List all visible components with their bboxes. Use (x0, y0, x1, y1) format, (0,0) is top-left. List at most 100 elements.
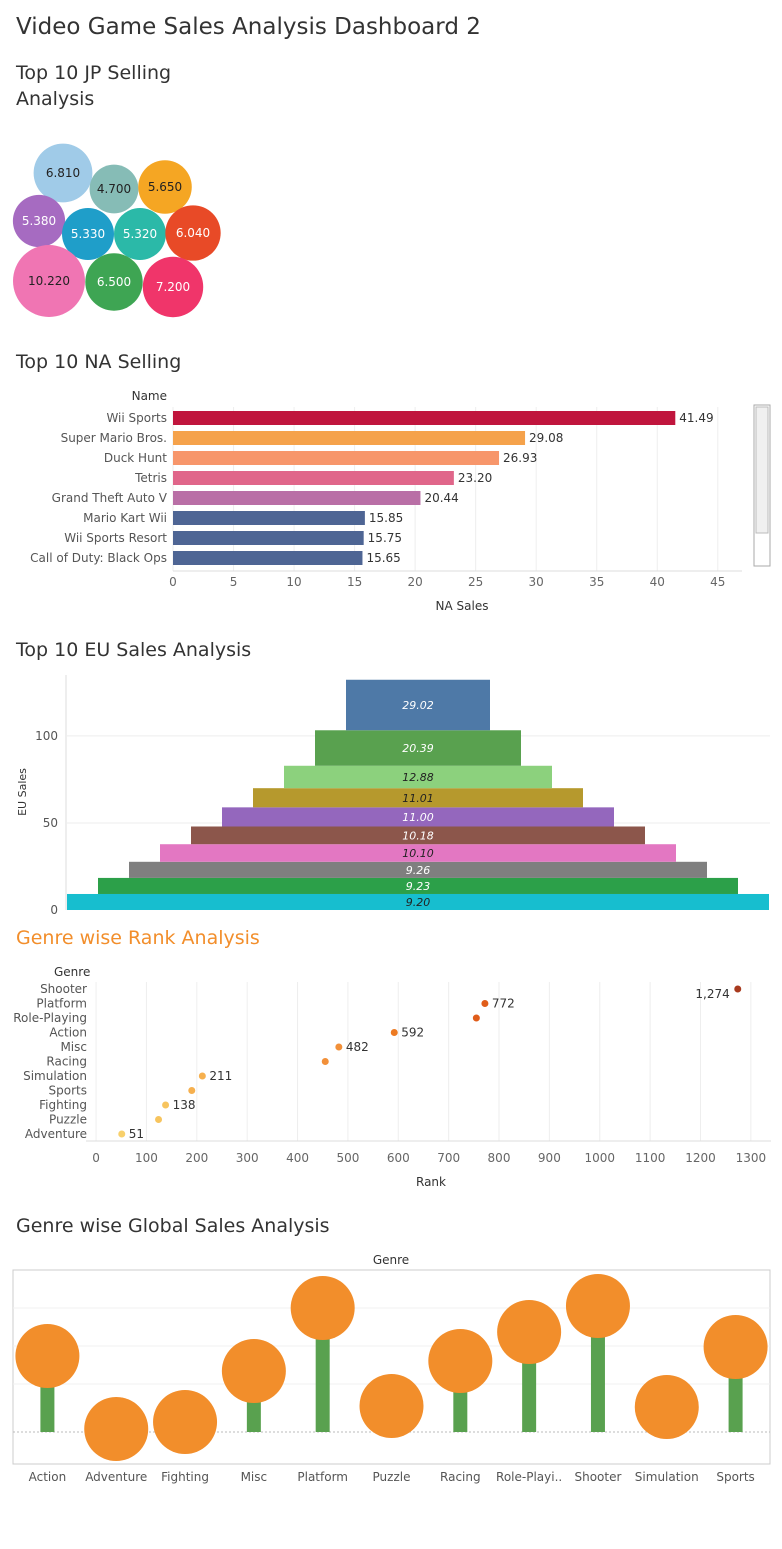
rank-value-label: 211 (209, 1069, 232, 1083)
jp-bubble-label: 6.810 (46, 166, 80, 180)
eu-value-label: 29.02 (402, 699, 434, 712)
rank-x-tick-label: 1200 (685, 1151, 716, 1165)
rank-x-tick-label: 1300 (736, 1151, 767, 1165)
rank-value-label: 772 (492, 997, 515, 1011)
rank-point (734, 985, 742, 993)
global-bubble (428, 1329, 493, 1393)
global-bubble (15, 1324, 80, 1388)
na-bar (173, 411, 676, 425)
rank-x-tick-label: 500 (336, 1151, 359, 1165)
rank-point (162, 1101, 170, 1109)
na-value-label: 23.20 (458, 471, 492, 485)
na-value-label: 20.44 (424, 491, 458, 505)
na-category-label: Super Mario Bros. (61, 431, 167, 445)
global-bubble (703, 1315, 768, 1379)
jp-bubble (13, 245, 85, 317)
jp-bubble-label: 4.700 (97, 182, 131, 196)
eu-value-label: 10.18 (402, 829, 434, 842)
rank-x-tick-label: 0 (92, 1151, 100, 1165)
eu-segment (253, 788, 583, 808)
na-scrollbar-thumb[interactable] (755, 406, 769, 534)
na-x-tick-label: 20 (407, 575, 422, 589)
global-category-label: Misc (241, 1470, 268, 1484)
na-x-tick-label: 25 (468, 575, 483, 589)
rank-category-label: Puzzle (49, 1113, 87, 1127)
na-x-tick-label: 45 (710, 575, 725, 589)
eu-funnel-chart: 0 50 100 EU Sales 9.20 9.23 9.26 10.10 10.18 11.0… (16, 675, 770, 915)
na-bar (173, 431, 526, 445)
jp-bubble-label: 6.040 (176, 226, 210, 240)
na-x-tick-label: 15 (347, 575, 362, 589)
global-bubble (359, 1374, 424, 1438)
global-category-label: Puzzle (373, 1470, 411, 1484)
rank-x-tick-label: 900 (538, 1151, 561, 1165)
global-category-label: Adventure (85, 1470, 147, 1484)
na-x-tick-label: 5 (230, 575, 238, 589)
rank-x-tick-label: 400 (286, 1151, 309, 1165)
global-category-label: Shooter (574, 1470, 621, 1484)
na-bar (173, 471, 454, 485)
global-bubble (565, 1274, 630, 1338)
global-bubble (221, 1339, 286, 1403)
jp-bubble-label: 5.320 (123, 227, 157, 241)
na-bar (173, 531, 364, 545)
eu-value-label: 9.26 (406, 864, 431, 877)
jp-bubble (142, 256, 204, 318)
na-value-label: 41.49 (679, 411, 713, 425)
na-category-label: Duck Hunt (104, 451, 167, 465)
eu-segment (284, 765, 552, 789)
eu-value-label: 9.23 (406, 880, 431, 893)
eu-segment (129, 861, 707, 878)
rank-value-label: 51 (129, 1127, 144, 1141)
rank-point (188, 1087, 196, 1094)
rank-category-label: Action (49, 1026, 87, 1040)
jp-bubble (85, 253, 143, 311)
na-x-tick-label: 10 (286, 575, 301, 589)
eu-segment (315, 730, 521, 766)
na-category-label: Tetris (134, 471, 167, 485)
rank-category-label: Fighting (39, 1098, 87, 1112)
jp-bubble-label: 5.330 (71, 227, 105, 241)
rank-x-tick-label: 600 (387, 1151, 410, 1165)
rank-x-tick-label: 1000 (584, 1151, 615, 1165)
eu-segment (346, 679, 490, 731)
rank-scatter-chart: 0 100 200 300 400 500 600 700 800 900 1000 1100 1200… (13, 965, 771, 1189)
rank-point (390, 1029, 398, 1036)
global-category-label: Role-Playi.. (496, 1470, 562, 1484)
na-x-tick-label: 30 (529, 575, 544, 589)
rank-x-tick-label: 700 (437, 1151, 460, 1165)
rank-category-label: Role-Playing (13, 1011, 87, 1025)
na-bar (173, 491, 421, 505)
rank-value-label: 1,274 (695, 987, 729, 1001)
dashboard-title: Video Game Sales Analysis Dashboard 2 (16, 14, 481, 40)
na-x-tick-label: 40 (650, 575, 665, 589)
na-value-label: 15.65 (366, 551, 400, 565)
na-value-label: 29.08 (529, 431, 563, 445)
na-x-axis-title: NA Sales (436, 599, 489, 613)
na-category-label: Grand Theft Auto V (52, 491, 168, 505)
jp-section-title: Top 10 JP Selling Analysis (16, 62, 171, 110)
na-bar (173, 451, 500, 465)
na-bar (173, 511, 365, 525)
rank-category-label: Platform (36, 997, 87, 1011)
jp-bubble (12, 194, 66, 248)
eu-segment (160, 844, 676, 862)
jp-bubble (138, 160, 192, 214)
na-x-tick-label: 0 (169, 575, 177, 589)
rank-value-label: 138 (173, 1098, 196, 1112)
eu-y-tick-label: 100 (35, 729, 58, 743)
eu-section-title: Top 10 EU Sales Analysis (16, 639, 252, 661)
jp-bubble (89, 164, 139, 214)
rank-category-label: Sports (49, 1084, 87, 1098)
jp-title-line2: Analysis (16, 88, 95, 110)
na-category-label: Call of Duty: Black Ops (30, 551, 167, 565)
rank-point (472, 1014, 480, 1022)
rank-point (335, 1043, 343, 1051)
rank-x-axis-title: Rank (416, 1175, 446, 1189)
global-category-label: Platform (297, 1470, 348, 1484)
eu-y-axis-title: EU Sales (16, 768, 29, 816)
jp-bubble (62, 208, 114, 260)
global-column-header: Genre (373, 1253, 409, 1267)
global-bubble (634, 1375, 699, 1439)
rank-point (198, 1072, 206, 1080)
